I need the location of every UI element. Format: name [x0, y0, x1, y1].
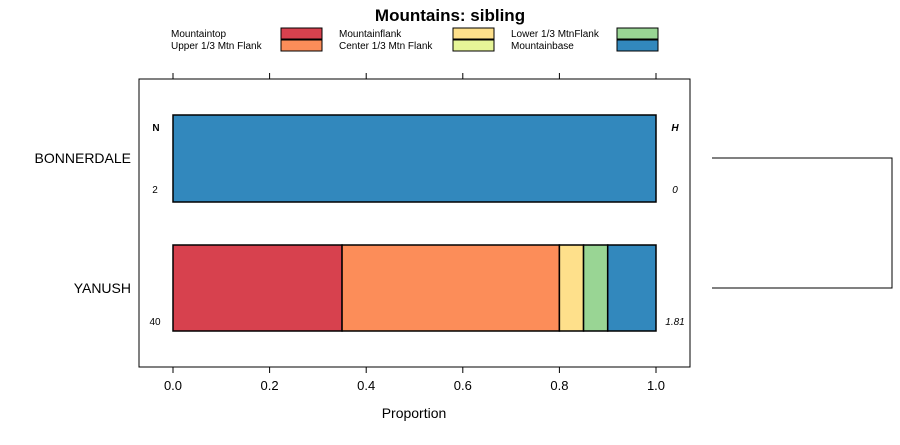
legend-label: Center 1/3 Mtn Flank: [339, 41, 433, 52]
bar-segment: [172, 114, 657, 203]
bar-segment: [606, 244, 657, 332]
legend-swatch: [616, 39, 659, 52]
x-tick-label: 0.0: [164, 378, 182, 393]
legend-swatch: [452, 27, 495, 40]
row-label: BONNERDALE: [35, 150, 131, 166]
h-value: 0: [672, 185, 678, 196]
x-tick-label: 0.4: [357, 378, 375, 393]
x-axis-label: Proportion: [382, 405, 447, 421]
bar-segment: [341, 244, 561, 332]
legend-label: Upper 1/3 Mtn Flank: [171, 41, 263, 52]
bar-segment: [172, 244, 343, 332]
legend-label: Mountainflank: [339, 29, 402, 40]
legend-label: Lower 1/3 MtnFlank: [511, 29, 600, 40]
row-labels: BONNERDALE 2 0 YANUSH 40 1.81: [35, 150, 685, 328]
x-tick-label: 0.8: [550, 378, 568, 393]
x-tick-label: 0.2: [261, 378, 279, 393]
chart-title: Mountains: sibling: [375, 6, 525, 25]
legend-swatch: [452, 39, 495, 52]
n-value: 40: [149, 317, 161, 328]
x-tick-label: 0.6: [454, 378, 472, 393]
h-value: 1.81: [665, 317, 684, 328]
legend-label: Mountainbase: [511, 41, 574, 52]
legend-swatch: [280, 39, 323, 52]
x-tick-label: 1.0: [647, 378, 665, 393]
legend-swatch: [280, 27, 323, 40]
n-header: N: [152, 123, 159, 134]
row-label: YANUSH: [74, 280, 131, 296]
bar-segment: [558, 244, 585, 332]
dendrogram-branch: [712, 157, 893, 289]
plot-frame: [138, 78, 691, 368]
bars: [172, 114, 657, 332]
n-value: 2: [152, 185, 158, 196]
legend-swatch: [616, 27, 659, 40]
dendrogram: [712, 157, 893, 289]
bar-segment: [582, 244, 609, 332]
x-axis: 0.0 0.2 0.4 0.6 0.8 1.0: [164, 73, 665, 393]
legend-label: Mountaintop: [171, 29, 226, 40]
h-header: H: [671, 123, 679, 134]
